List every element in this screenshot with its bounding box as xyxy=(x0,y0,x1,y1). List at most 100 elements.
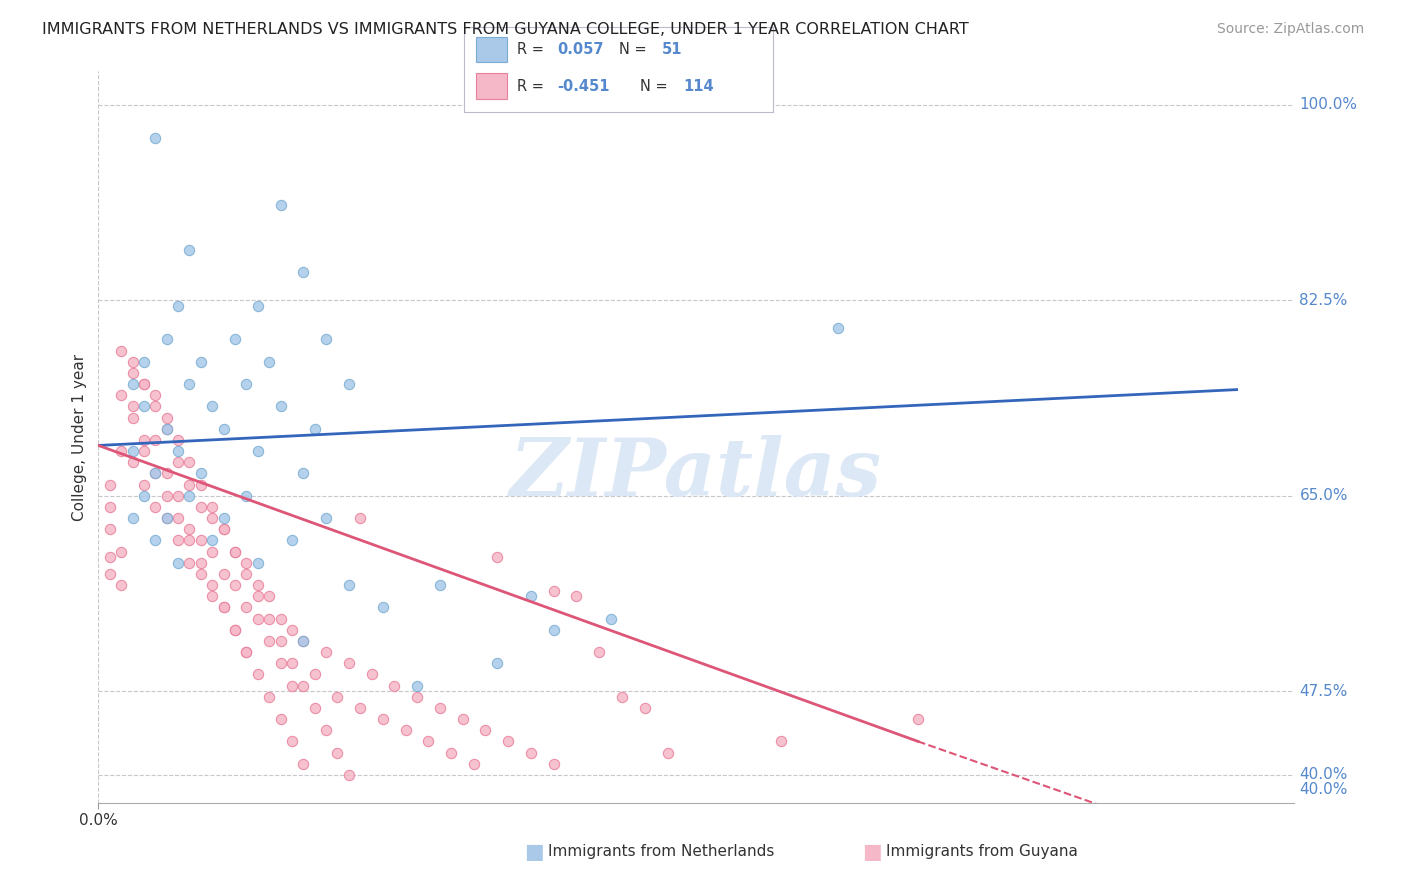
Point xyxy=(496,734,519,748)
Point xyxy=(543,583,565,598)
Point xyxy=(270,657,292,671)
Point xyxy=(110,343,132,358)
Point xyxy=(143,500,166,514)
Point xyxy=(110,388,132,402)
Point xyxy=(143,433,166,447)
Text: R =: R = xyxy=(516,78,548,94)
Point xyxy=(201,511,224,525)
Point xyxy=(156,422,179,436)
Point xyxy=(190,500,212,514)
Point xyxy=(235,645,257,659)
Point xyxy=(121,400,143,414)
Point xyxy=(349,701,371,715)
Point xyxy=(201,589,224,603)
Point xyxy=(190,533,212,548)
Point xyxy=(201,544,224,558)
Point xyxy=(463,756,485,771)
Point xyxy=(246,556,269,570)
Text: ■: ■ xyxy=(862,842,882,862)
Point xyxy=(98,566,121,581)
Point xyxy=(382,679,405,693)
Point xyxy=(156,511,179,525)
Point xyxy=(167,444,190,458)
Point xyxy=(212,522,235,536)
Point xyxy=(235,489,257,503)
Point xyxy=(156,511,179,525)
Point xyxy=(212,600,235,615)
Point xyxy=(167,489,190,503)
Point xyxy=(156,332,179,346)
Point xyxy=(235,600,257,615)
Point xyxy=(190,566,212,581)
Point xyxy=(201,578,224,592)
Point xyxy=(257,354,280,368)
Text: R =: R = xyxy=(516,42,548,57)
Point xyxy=(429,578,451,592)
Point xyxy=(121,366,143,380)
Point xyxy=(246,611,269,625)
Point xyxy=(98,500,121,514)
Point xyxy=(304,422,326,436)
Point xyxy=(167,455,190,469)
Point xyxy=(224,332,246,346)
Point xyxy=(337,657,360,671)
Point xyxy=(281,623,304,637)
Point xyxy=(132,354,155,368)
Point xyxy=(156,489,179,503)
Point xyxy=(520,746,543,760)
Point xyxy=(167,533,190,548)
Point xyxy=(315,332,337,346)
Point xyxy=(132,433,155,447)
Point xyxy=(121,444,143,458)
Point xyxy=(565,589,588,603)
Text: 0.057: 0.057 xyxy=(557,42,603,57)
Point xyxy=(167,433,190,447)
Point xyxy=(156,467,179,481)
Point xyxy=(599,611,621,625)
Text: 40.0%: 40.0% xyxy=(1299,782,1348,797)
Point xyxy=(349,511,371,525)
Point xyxy=(292,633,315,648)
Text: N =: N = xyxy=(640,78,672,94)
Point xyxy=(179,377,201,392)
Point xyxy=(281,734,304,748)
Point xyxy=(167,511,190,525)
Point xyxy=(520,589,543,603)
Point xyxy=(132,489,155,503)
Point xyxy=(143,388,166,402)
Point xyxy=(270,198,292,212)
Point xyxy=(418,734,440,748)
Point xyxy=(257,589,280,603)
FancyBboxPatch shape xyxy=(477,37,508,62)
Point xyxy=(588,645,610,659)
Point xyxy=(179,522,201,536)
Point xyxy=(224,623,246,637)
Point xyxy=(270,611,292,625)
Point xyxy=(657,746,679,760)
Point xyxy=(827,321,849,335)
Point xyxy=(292,467,315,481)
Point xyxy=(235,377,257,392)
FancyBboxPatch shape xyxy=(477,73,508,99)
Point xyxy=(326,746,349,760)
Text: Immigrants from Guyana: Immigrants from Guyana xyxy=(886,845,1077,859)
Point xyxy=(179,489,201,503)
Point xyxy=(156,410,179,425)
Point xyxy=(292,756,315,771)
Point xyxy=(143,467,166,481)
Point xyxy=(121,511,143,525)
Point xyxy=(110,444,132,458)
Point xyxy=(190,477,212,491)
Point xyxy=(121,354,143,368)
Point xyxy=(190,354,212,368)
Text: Source: ZipAtlas.com: Source: ZipAtlas.com xyxy=(1216,22,1364,37)
Point xyxy=(132,377,155,392)
Point xyxy=(224,544,246,558)
Point xyxy=(371,600,394,615)
Point xyxy=(143,131,166,145)
Point xyxy=(270,712,292,726)
Point xyxy=(360,667,382,681)
Point xyxy=(451,712,474,726)
Text: ■: ■ xyxy=(524,842,544,862)
Point xyxy=(190,467,212,481)
